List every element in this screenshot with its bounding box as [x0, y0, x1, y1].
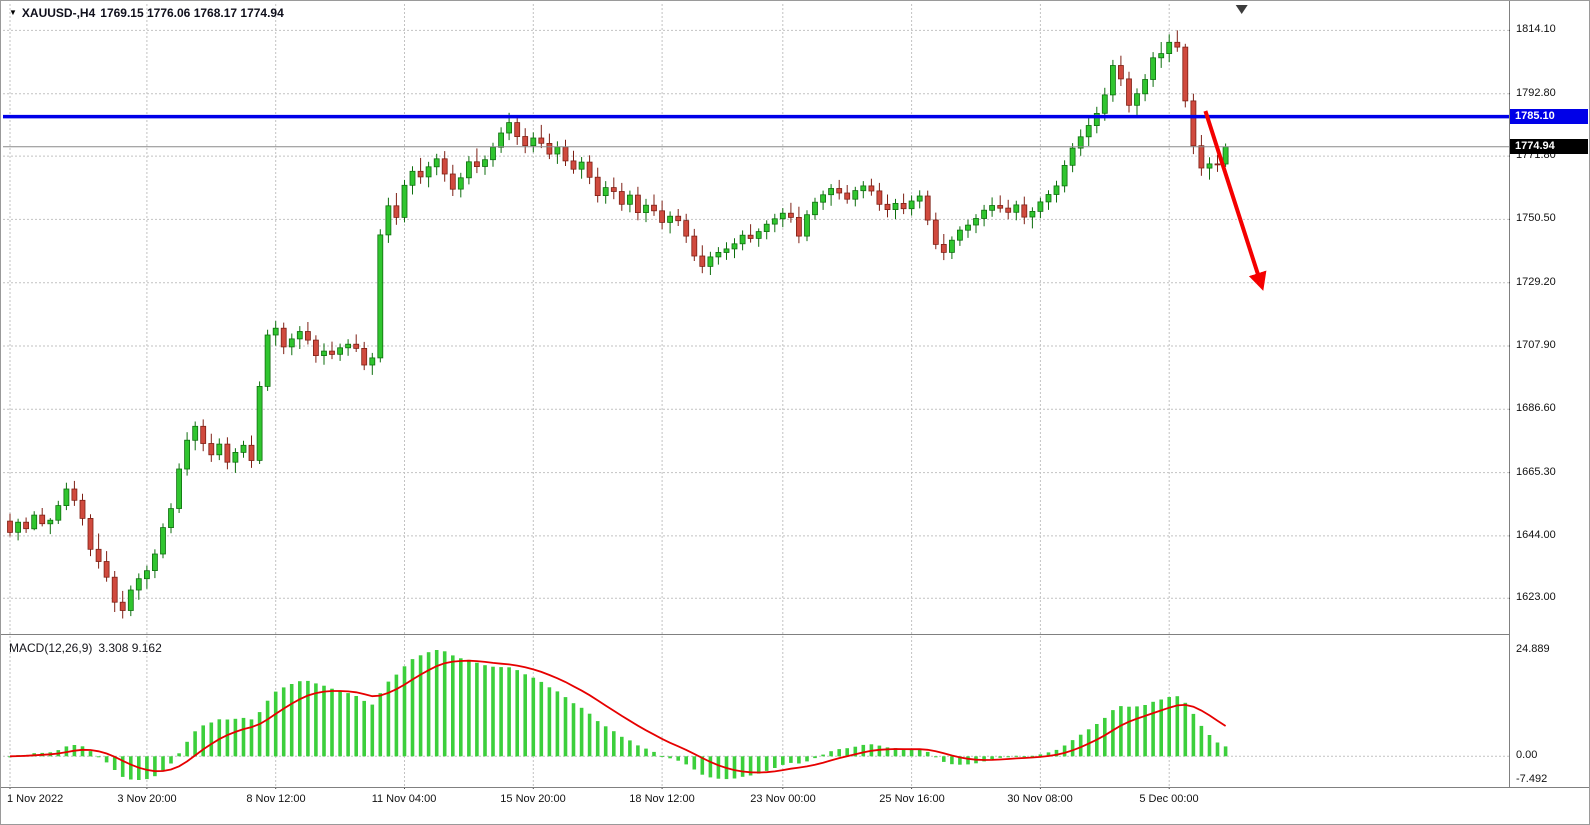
hline-price-tag: 1785.10	[1510, 109, 1588, 124]
price-axis-label: 1814.10	[1516, 23, 1556, 35]
macd-values: 3.308 9.162	[98, 641, 162, 655]
price-axis-label: 1686.60	[1516, 402, 1556, 414]
time-axis-label: 25 Nov 16:00	[879, 793, 945, 805]
current-price-tag: 1774.94	[1510, 139, 1588, 154]
price-axis-label: 1792.80	[1516, 87, 1556, 99]
chart-title-ohlc: 1769.15 1776.06 1768.17 1774.94	[100, 6, 284, 20]
chart-title-bar: ▼ XAUUSD-,H4 1769.15 1776.06 1768.17 177…	[9, 6, 284, 20]
macd-indicator-label: MACD(12,26,9) 3.308 9.162	[9, 641, 168, 655]
time-axis-label: 15 Nov 20:00	[500, 793, 566, 805]
trend-arrow[interactable]	[1203, 110, 1267, 291]
macd-name: MACD(12,26,9)	[9, 641, 93, 655]
price-axis-label: 1750.50	[1516, 212, 1556, 224]
price-axis[interactable]: 1814.10 1792.80 1771.80 1750.50 1729.20 1707.…	[1510, 1, 1589, 787]
macd-axis-label-zero: 0.00	[1516, 749, 1538, 761]
time-axis-label: 8 Nov 12:00	[246, 793, 306, 805]
time-axis[interactable]: 1 Nov 2022 3 Nov 20:00 8 Nov 12:00 11 Nov 0…	[1, 789, 1589, 824]
macd-histogram	[8, 650, 1228, 780]
price-axis-label: 1644.00	[1516, 529, 1556, 541]
time-axis-label: 23 Nov 00:00	[750, 793, 816, 805]
price-axis-label: 1729.20	[1516, 276, 1556, 288]
time-axis-label: 30 Nov 08:00	[1007, 793, 1073, 805]
price-axis-label: 1665.30	[1516, 466, 1556, 478]
time-axis-label: 5 Dec 00:00	[1139, 793, 1199, 805]
chart-shift-marker-icon[interactable]	[1235, 5, 1248, 14]
chart-title-symbol: XAUUSD-,H4	[21, 6, 96, 20]
macd-axis-label-min: -7.492	[1516, 773, 1548, 785]
price-axis-label: 1623.00	[1516, 591, 1556, 603]
time-axis-label: 1 Nov 2022	[7, 793, 64, 805]
time-axis-label: 11 Nov 04:00	[371, 793, 437, 805]
symbol-dropdown-icon[interactable]: ▼	[9, 8, 17, 17]
macd-signal-line	[9, 659, 1227, 774]
price-axis-label: 1707.90	[1516, 339, 1556, 351]
candles	[7, 30, 1229, 619]
time-axis-label: 18 Nov 12:00	[629, 793, 695, 805]
macd-axis-label-max: 24.889	[1516, 643, 1550, 655]
time-axis-label: 3 Nov 20:00	[117, 793, 177, 805]
grid	[3, 4, 1509, 787]
